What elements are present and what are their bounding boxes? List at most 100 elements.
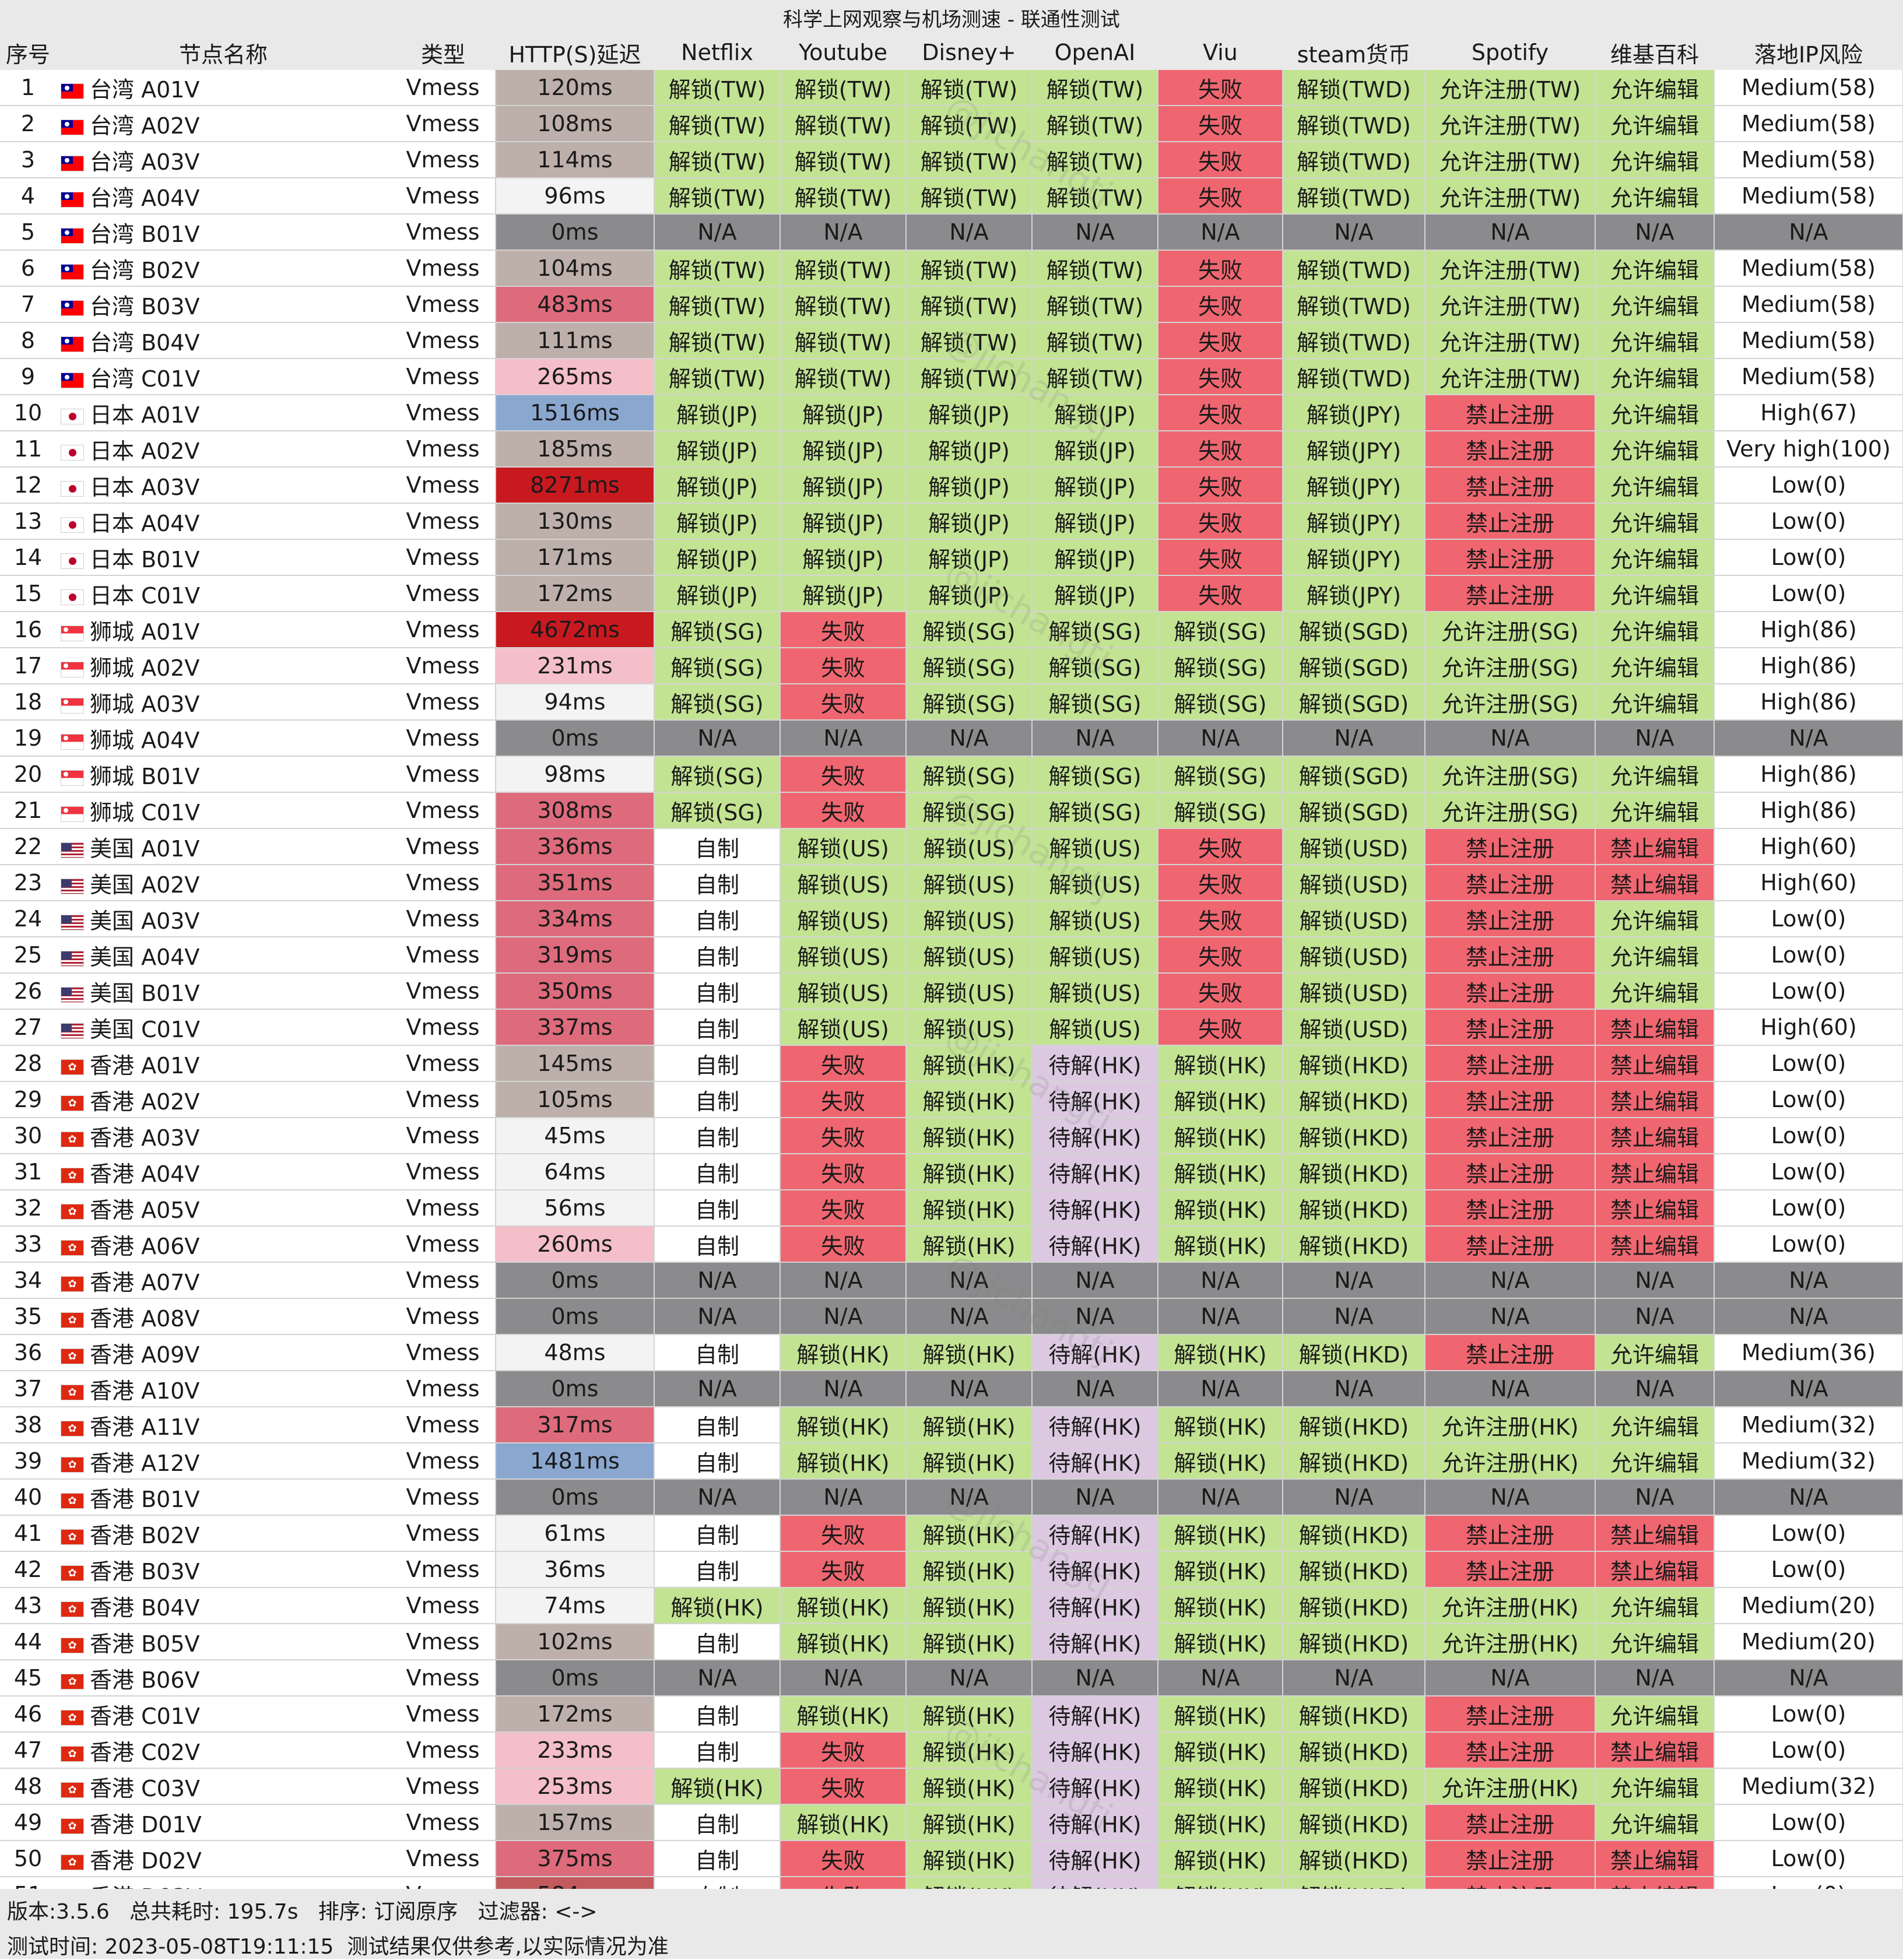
spotify-cell: 禁止注册 xyxy=(1425,1696,1596,1733)
ip-risk-cell: Low(0) xyxy=(1714,973,1903,1010)
ip-risk-cell: Medium(32) xyxy=(1714,1407,1903,1443)
latency-cell: 94ms xyxy=(496,684,655,721)
youtube-cell: 解锁(US) xyxy=(780,901,907,937)
node-type: Vmess xyxy=(391,1551,496,1588)
ip-risk-cell: N/A xyxy=(1714,214,1903,251)
ip-risk-cell: Low(0) xyxy=(1714,1081,1903,1118)
youtube-cell: 失败 xyxy=(780,1154,907,1190)
node-type: Vmess xyxy=(391,214,496,251)
column-header-openai[interactable]: OpenAI xyxy=(1032,35,1158,70)
wikipedia-cell: N/A xyxy=(1595,214,1715,251)
node-type: Vmess xyxy=(391,1262,496,1299)
disney-cell: 解锁(TW) xyxy=(906,286,1033,323)
steam-currency-cell: 解锁(TWD) xyxy=(1283,250,1426,287)
disney-cell: N/A xyxy=(906,1479,1033,1516)
viu-cell: 解锁(HK) xyxy=(1158,1768,1283,1805)
node-type: Vmess xyxy=(391,359,496,395)
viu-cell: 解锁(HK) xyxy=(1158,1407,1283,1443)
wikipedia-cell: 允许编辑 xyxy=(1595,973,1715,1010)
latency-cell: 48ms xyxy=(496,1334,655,1371)
table-row: 48香港 C03VVmess253ms解锁(HK)失败解锁(HK)待解(HK)解… xyxy=(0,1768,1903,1805)
column-header-youtube[interactable]: Youtube xyxy=(780,35,906,70)
column-header-spotify[interactable]: Spotify xyxy=(1425,35,1595,70)
openai-cell: 解锁(JP) xyxy=(1032,395,1158,431)
viu-cell: 解锁(HK) xyxy=(1158,1334,1283,1371)
node-type: Vmess xyxy=(391,828,496,865)
node-name: 香港 A09V xyxy=(90,1341,200,1368)
ip-risk-cell: Medium(58) xyxy=(1714,250,1903,287)
disney-cell: 解锁(HK) xyxy=(906,1081,1033,1118)
column-header-wikipedia[interactable]: 维基百科 xyxy=(1595,35,1714,70)
flag-sg-icon xyxy=(61,697,84,714)
spotify-cell: 禁止注册 xyxy=(1425,865,1596,901)
latency-cell: 171ms xyxy=(496,539,655,576)
netflix-cell: 解锁(JP) xyxy=(654,467,781,504)
latency-cell: 105ms xyxy=(496,1081,655,1118)
flag-hk-icon xyxy=(61,1529,84,1545)
table-row: 37香港 A10VVmess0msN/AN/AN/AN/AN/AN/AN/AN/… xyxy=(0,1371,1903,1407)
wikipedia-cell: N/A xyxy=(1595,1298,1715,1335)
youtube-cell: 失败 xyxy=(780,684,907,721)
wikipedia-cell: 允许编辑 xyxy=(1595,901,1715,937)
ip-risk-cell: Low(0) xyxy=(1714,1840,1903,1877)
youtube-cell: N/A xyxy=(780,1479,907,1516)
column-header-viu[interactable]: Viu xyxy=(1158,35,1283,70)
steam-currency-cell: 解锁(USD) xyxy=(1283,937,1426,974)
ip-risk-cell: High(86) xyxy=(1714,792,1903,829)
openai-cell: 解锁(SG) xyxy=(1032,756,1158,793)
latency-cell: 4672ms xyxy=(496,612,655,648)
viu-cell: 失败 xyxy=(1158,575,1283,612)
ip-risk-cell: Low(0) xyxy=(1714,1696,1903,1733)
row-index: 13 xyxy=(0,503,56,540)
node-name-cell: 香港 C03V xyxy=(56,1768,391,1805)
node-type: Vmess xyxy=(391,1624,496,1660)
latency-cell: 130ms xyxy=(496,503,655,540)
node-name-cell: 香港 A05V xyxy=(56,1190,391,1227)
column-header-index[interactable]: 序号 xyxy=(0,35,56,70)
spotify-cell: 禁止注册 xyxy=(1425,973,1596,1010)
row-index: 41 xyxy=(0,1515,56,1552)
openai-cell: 待解(HK) xyxy=(1032,1226,1158,1263)
flag-tw-icon xyxy=(61,264,84,280)
table-row: 32香港 A05VVmess56ms自制失败解锁(HK)待解(HK)解锁(HK)… xyxy=(0,1190,1903,1227)
youtube-cell: 解锁(HK) xyxy=(780,1587,907,1624)
spotify-cell: 允许注册(TW) xyxy=(1425,322,1596,359)
youtube-cell: 解锁(JP) xyxy=(780,467,907,504)
node-name: 台湾 B04V xyxy=(90,329,200,356)
node-type: Vmess xyxy=(391,286,496,323)
disney-cell: 解锁(HK) xyxy=(906,1190,1033,1227)
node-name-cell: 香港 B04V xyxy=(56,1587,391,1624)
footer-version-info: 版本:3.5.6 总共耗时: 195.7s 排序: 订阅原序 过滤器: <-> xyxy=(7,1900,598,1924)
column-header-netflix[interactable]: Netflix xyxy=(654,35,780,70)
steam-currency-cell: 解锁(HKD) xyxy=(1283,1587,1426,1624)
netflix-cell: 自制 xyxy=(654,1009,781,1046)
table-row: 10 日本 A01V Vmess 1516ms 解锁(JP) 解锁(JP) 解锁(JP) 解锁… xyxy=(0,395,1903,431)
column-header-type[interactable]: 类型 xyxy=(391,35,496,70)
latency-cell: 61ms xyxy=(496,1515,655,1552)
openai-cell: 待解(HK) xyxy=(1032,1587,1158,1624)
disney-cell: N/A xyxy=(906,1660,1033,1696)
node-name-cell: 香港 A12V xyxy=(56,1443,391,1480)
netflix-cell: 自制 xyxy=(654,1045,781,1082)
openai-cell: 解锁(JP) xyxy=(1032,431,1158,468)
column-header-latency[interactable]: HTTP(S)延迟 xyxy=(496,35,654,70)
column-header-disney[interactable]: Disney+ xyxy=(906,35,1032,70)
netflix-cell: 解锁(TW) xyxy=(654,178,781,215)
node-type: Vmess xyxy=(391,684,496,721)
disney-cell: 解锁(JP) xyxy=(906,467,1033,504)
row-index: 11 xyxy=(0,431,56,468)
column-header-ip-risk[interactable]: 落地IP风险 xyxy=(1714,35,1903,70)
steam-currency-cell: 解锁(HKD) xyxy=(1283,1081,1426,1118)
column-header-steam-currency[interactable]: steam货币 xyxy=(1283,35,1425,70)
row-index: 50 xyxy=(0,1840,56,1877)
table-row: 14 日本 B01V Vmess 171ms 解锁(JP) 解锁(JP) 解锁(JP) 解锁(… xyxy=(0,539,1903,576)
spotify-cell: 允许注册(TW) xyxy=(1425,359,1596,395)
table-row: 45香港 B06VVmess0msN/AN/AN/AN/AN/AN/AN/AN/… xyxy=(0,1660,1903,1696)
wikipedia-cell: 允许编辑 xyxy=(1595,322,1715,359)
viu-cell: 失败 xyxy=(1158,973,1283,1010)
viu-cell: 解锁(HK) xyxy=(1158,1443,1283,1480)
viu-cell: 失败 xyxy=(1158,395,1283,431)
column-header-node-name[interactable]: 节点名称 xyxy=(56,35,391,70)
flag-hk-icon xyxy=(61,1203,84,1220)
viu-cell: 解锁(HK) xyxy=(1158,1624,1283,1660)
